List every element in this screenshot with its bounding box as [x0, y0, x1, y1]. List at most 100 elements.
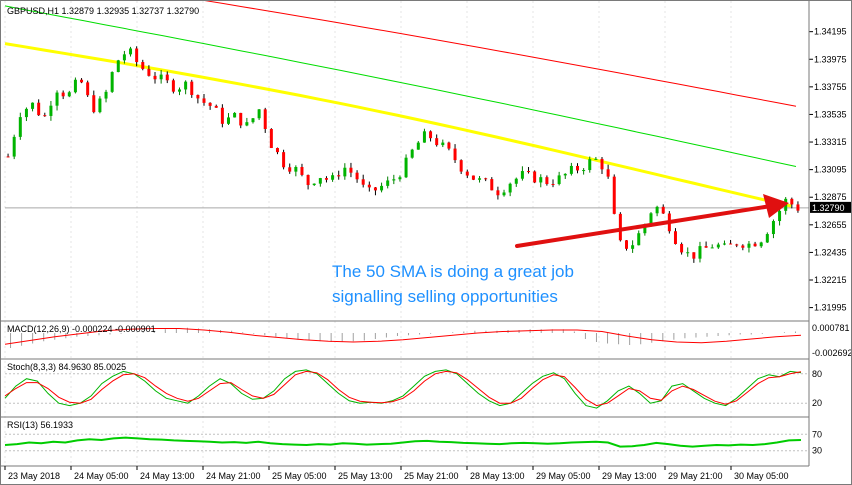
candle-body — [661, 206, 665, 214]
candle-body — [557, 175, 561, 185]
sma-line-200-sma — [204, 1, 797, 107]
candle-body — [355, 172, 359, 180]
annotation-line-2: signalling selling opportunities — [332, 287, 558, 306]
candle-body — [263, 109, 267, 129]
candle-body — [520, 171, 524, 179]
stoch-title: Stoch(8,3,3) 84.9630 85.0025 — [7, 362, 126, 372]
candle-body — [361, 179, 365, 185]
candle-body — [275, 148, 279, 153]
candle-body — [459, 160, 463, 172]
time-axis-label: 24 May 21:00 — [206, 471, 261, 481]
candle-body — [471, 175, 475, 180]
candle-body — [618, 213, 622, 241]
candle-body — [184, 81, 188, 90]
candle-body — [80, 79, 84, 83]
candle-body — [18, 117, 22, 137]
candle-body — [416, 142, 420, 150]
macd-signal-line — [4, 328, 802, 345]
candle-body — [110, 72, 114, 92]
candle-body — [288, 167, 292, 172]
candle-body — [576, 165, 580, 171]
candle-body — [153, 75, 157, 80]
candle-body — [31, 102, 35, 109]
candle-body — [747, 243, 751, 248]
candle-body — [318, 178, 322, 184]
candle-body — [257, 109, 261, 119]
candle-body — [306, 174, 310, 186]
candle-body — [141, 62, 145, 69]
time-axis-label: 29 May 13:00 — [602, 471, 657, 481]
candle-body — [331, 175, 335, 180]
candle-body — [245, 122, 249, 126]
candle-body — [637, 233, 641, 246]
candle-body — [643, 224, 647, 234]
candle-body — [380, 185, 384, 191]
candle-body — [447, 142, 451, 149]
sma-line-100-sma — [4, 5, 797, 167]
macd-pane: MACD(12,26,9) -0.000224 -0.000901 0.0007… — [4, 323, 852, 358]
candle-body — [441, 142, 445, 146]
time-axis-label: 24 May 13:00 — [140, 471, 195, 481]
candle-body — [563, 173, 567, 176]
candle-body — [269, 128, 273, 149]
price-axis-label: 1.32435 — [814, 247, 847, 257]
price-axis-label: 1.31995 — [814, 303, 847, 313]
candle-body — [233, 112, 237, 118]
candle-body — [129, 48, 133, 55]
macd-title: MACD(12,26,9) -0.000224 -0.000901 — [7, 324, 156, 334]
candle-body — [478, 178, 482, 180]
candle-body — [545, 177, 549, 185]
candle-body — [600, 158, 604, 170]
symbol-header: GBPUSD,H1 1.32879 1.32935 1.32737 1.3279… — [7, 6, 199, 16]
candle-body — [539, 177, 543, 183]
rsi-title: RSI(13) 56.1933 — [7, 420, 73, 430]
candle-body — [208, 102, 212, 106]
stoch-axis-20: 20 — [812, 398, 822, 408]
candle-body — [135, 48, 139, 63]
candle-body — [43, 115, 47, 117]
price-axis-label: 1.32655 — [814, 220, 847, 230]
candle-body — [527, 171, 531, 173]
candle-body — [508, 183, 512, 193]
candlesticks — [6, 46, 800, 263]
candle-body — [392, 179, 396, 181]
candle-body — [569, 165, 573, 174]
candle-body — [220, 107, 224, 124]
price-axis-label: 1.33315 — [814, 137, 847, 147]
candle-body — [171, 80, 175, 92]
stoch-main-line — [4, 369, 802, 409]
candle-body — [582, 170, 586, 172]
time-axis-label: 25 May 13:00 — [338, 471, 393, 481]
candle-body — [37, 102, 41, 116]
candle-body — [73, 79, 77, 93]
candle-body — [533, 171, 537, 183]
rsi-axis-70: 70 — [812, 429, 822, 439]
rsi-pane: RSI(13) 56.1933 70 30 — [4, 420, 822, 456]
annotation-line-1: The 50 SMA is doing a great job — [332, 262, 574, 281]
macd-axis-bottom: -0.002692 — [812, 348, 852, 358]
candle-body — [226, 117, 230, 124]
candle-body — [453, 148, 457, 161]
candle-body — [729, 243, 733, 245]
candle-body — [484, 178, 488, 180]
time-axis-label: 30 May 05:00 — [734, 471, 789, 481]
candle-body — [551, 184, 555, 186]
candle-body — [692, 252, 696, 259]
time-axis-label: 28 May 13:00 — [470, 471, 525, 481]
candle-body — [631, 245, 635, 249]
candle-body — [655, 206, 659, 214]
candle-body — [514, 178, 518, 184]
candle-body — [122, 54, 126, 61]
candle-body — [386, 180, 390, 186]
candle-body — [496, 190, 500, 196]
macd-axis-top: 0.000781 — [812, 323, 850, 333]
rsi-line — [4, 436, 802, 448]
candle-body — [410, 149, 414, 158]
candle-body — [398, 177, 402, 180]
candle-body — [190, 81, 194, 95]
candle-body — [67, 92, 71, 97]
candle-body — [490, 179, 494, 191]
stochastic-pane: Stoch(8,3,3) 84.9630 85.0025 80 20 — [4, 362, 822, 409]
candle-body — [649, 213, 653, 225]
candle-body — [294, 167, 298, 172]
